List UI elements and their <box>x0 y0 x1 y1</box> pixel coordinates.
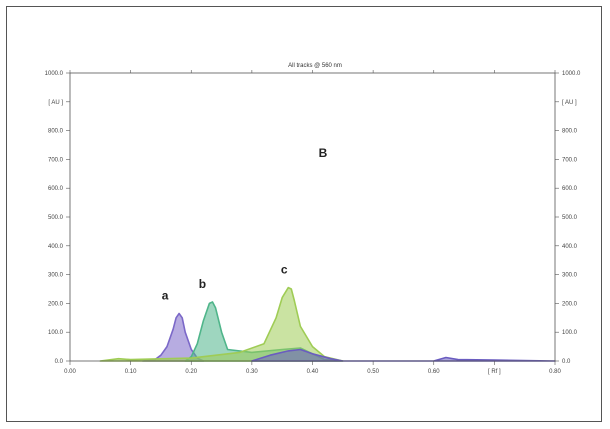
axes <box>66 70 559 365</box>
y-tick-label-right: [ AU ] <box>562 100 577 106</box>
y-tick-label-left: 400.0 <box>48 244 64 250</box>
y-tick-label-right: 200.0 <box>562 301 578 307</box>
y-tick-label-right: 1000.0 <box>562 71 581 77</box>
x-tick-label: 0.00 <box>64 369 76 375</box>
x-tick-label: 0.60 <box>428 369 440 375</box>
x-tick-label: 0.10 <box>125 369 137 375</box>
y-tick-label-right: 500.0 <box>562 215 578 221</box>
peak-label-a: a <box>162 288 169 302</box>
y-tick-label-right: 300.0 <box>562 273 578 279</box>
x-tick-label: 0.80 <box>549 369 561 375</box>
tick-labels: 0.0 0.0 100.0 100.0 200.0 200.0 300.0 300.0 400.… <box>45 71 581 375</box>
y-tick-label-right: 400.0 <box>562 244 578 250</box>
y-tick-label-left: 300.0 <box>48 273 64 279</box>
peak-label-c: c <box>281 263 288 277</box>
y-tick-label-left: 600.0 <box>48 186 64 192</box>
y-tick-label-left: 500.0 <box>48 215 64 221</box>
y-tick-label-left: 800.0 <box>48 129 64 135</box>
plot-border <box>69 72 556 362</box>
x-tick-label: 0.50 <box>367 369 379 375</box>
y-tick-label-left: 700.0 <box>48 157 64 163</box>
x-tick-label: 0.30 <box>246 369 258 375</box>
y-tick-label-left: 1000.0 <box>45 71 64 77</box>
y-tick-label-right: 800.0 <box>562 129 578 135</box>
y-tick-label-right: 700.0 <box>562 157 578 163</box>
x-tick-label: 0.20 <box>185 369 197 375</box>
peak-area-baseline <box>251 348 556 362</box>
y-tick-label-right: 0.0 <box>562 359 571 365</box>
y-tick-label-left: 0.0 <box>55 359 64 365</box>
panel-label: B <box>319 146 328 160</box>
peak-areas <box>99 286 556 362</box>
y-tick-label-left: 100.0 <box>48 330 64 336</box>
x-tick-label: 0.40 <box>307 369 319 375</box>
chart-title: All tracks @ 560 nm <box>288 63 342 69</box>
peak-area-c <box>99 286 344 362</box>
y-tick-label-right: 600.0 <box>562 186 578 192</box>
x-tick-label: [ Rf ] <box>488 369 501 375</box>
y-tick-label-left: 200.0 <box>48 301 64 307</box>
y-tick-label-right: 100.0 <box>562 330 578 336</box>
y-tick-label-left: [ AU ] <box>48 100 63 106</box>
peak-labels: a b c <box>162 263 288 303</box>
peak-label-b: b <box>199 277 206 291</box>
